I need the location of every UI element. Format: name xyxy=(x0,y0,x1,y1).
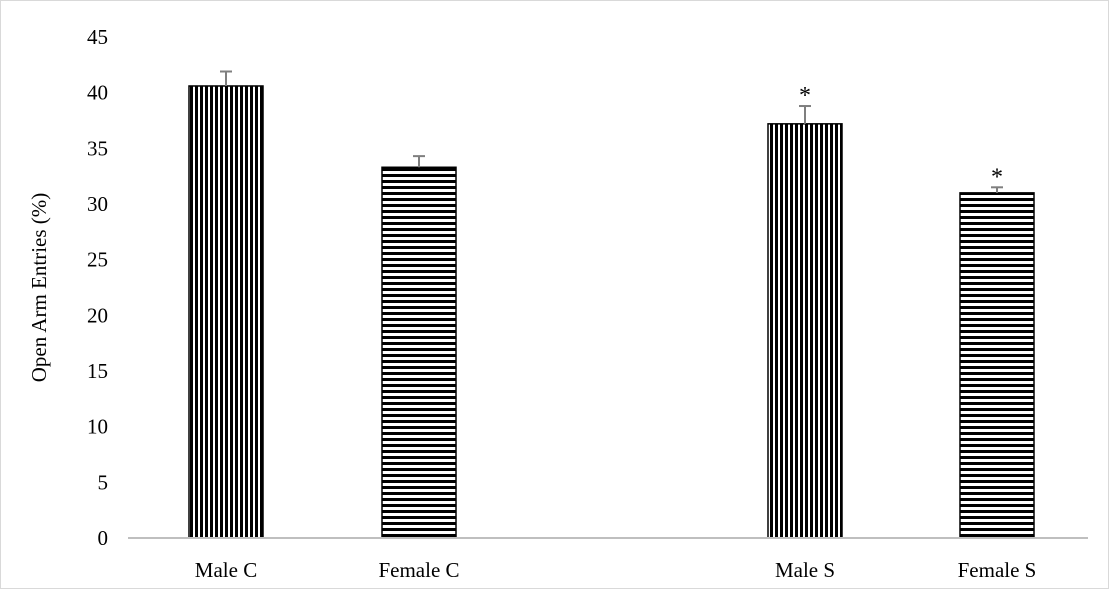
error-bars-group xyxy=(220,70,1003,193)
bar xyxy=(188,85,264,539)
y-tick-label: 40 xyxy=(87,81,108,105)
x-category-label: Female S xyxy=(958,558,1037,582)
y-tick-label: 35 xyxy=(87,136,108,160)
y-axis-tick-labels: 0 5 10 15 20 25 30 35 40 45 xyxy=(87,25,108,550)
error-bar xyxy=(991,186,1003,193)
y-tick-label: 20 xyxy=(87,303,108,327)
significance-asterisk: * xyxy=(799,83,811,109)
x-category-label: Male S xyxy=(775,558,835,582)
bar xyxy=(767,123,843,539)
y-tick-label: 25 xyxy=(87,248,108,272)
y-tick-label: 5 xyxy=(98,470,109,494)
significance-markers: ** xyxy=(799,83,1003,190)
significance-asterisk: * xyxy=(991,164,1003,190)
bars-group xyxy=(188,85,1035,539)
y-tick-label: 0 xyxy=(98,526,109,550)
y-tick-label: 10 xyxy=(87,415,108,439)
x-category-label: Female C xyxy=(378,558,459,582)
error-bar xyxy=(799,105,811,124)
bar xyxy=(381,166,457,539)
x-axis-category-labels: Male C Female C Male S Female S xyxy=(195,558,1037,582)
bar xyxy=(959,192,1035,539)
y-tick-label: 30 xyxy=(87,192,108,216)
y-tick-label: 45 xyxy=(87,25,108,49)
y-axis-title: Open Arm Entries (%) xyxy=(27,193,51,383)
error-bar xyxy=(413,155,425,168)
error-bar xyxy=(220,70,232,86)
y-tick-label: 15 xyxy=(87,359,108,383)
x-category-label: Male C xyxy=(195,558,257,582)
